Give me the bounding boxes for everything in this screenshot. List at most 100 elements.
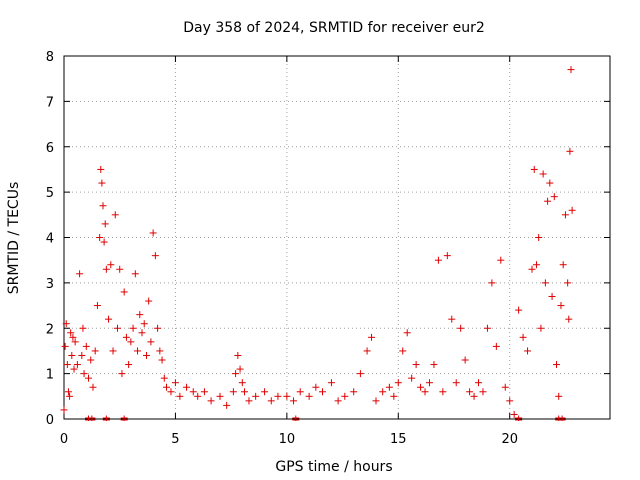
data-point bbox=[142, 351, 150, 359]
data-point bbox=[555, 392, 563, 400]
data-point bbox=[171, 379, 179, 387]
y-tick-label: 7 bbox=[46, 95, 54, 110]
data-point bbox=[102, 415, 110, 421]
data-point bbox=[100, 238, 108, 246]
data-point bbox=[519, 333, 527, 341]
data-point bbox=[553, 361, 561, 369]
data-point bbox=[160, 374, 168, 382]
data-point bbox=[532, 261, 540, 269]
data-point bbox=[425, 379, 433, 387]
data-point bbox=[430, 361, 438, 369]
x-tick-label: 10 bbox=[279, 432, 296, 447]
data-point bbox=[537, 324, 545, 332]
data-point bbox=[372, 397, 380, 405]
data-point bbox=[312, 383, 320, 391]
data-point bbox=[274, 392, 282, 400]
data-point bbox=[147, 338, 155, 346]
data-point bbox=[163, 383, 171, 391]
data-point bbox=[524, 347, 532, 355]
data-point bbox=[145, 297, 153, 305]
data-point bbox=[70, 365, 78, 373]
data-point bbox=[566, 147, 574, 155]
data-point bbox=[443, 252, 451, 260]
data-point bbox=[207, 397, 215, 405]
data-points bbox=[60, 66, 576, 421]
data-point bbox=[559, 261, 567, 269]
data-point bbox=[62, 320, 70, 328]
data-point bbox=[136, 311, 144, 319]
x-tick-label: 15 bbox=[390, 432, 407, 447]
data-point bbox=[129, 324, 137, 332]
data-point bbox=[334, 397, 342, 405]
data-point bbox=[232, 370, 240, 378]
data-point bbox=[528, 265, 536, 273]
data-point bbox=[506, 397, 514, 405]
data-point bbox=[290, 397, 298, 405]
data-point bbox=[261, 388, 269, 396]
data-point bbox=[292, 415, 300, 421]
data-point bbox=[76, 270, 84, 278]
data-point bbox=[151, 252, 159, 260]
data-point bbox=[461, 356, 469, 364]
data-point bbox=[79, 324, 87, 332]
data-point bbox=[189, 388, 197, 396]
data-point bbox=[564, 279, 572, 287]
data-point bbox=[515, 306, 523, 314]
data-point bbox=[229, 388, 237, 396]
y-axis-label: SRMTID / TECUs bbox=[6, 182, 22, 295]
data-point bbox=[501, 383, 509, 391]
data-point bbox=[120, 415, 128, 421]
x-tick-label: 20 bbox=[501, 432, 518, 447]
data-point bbox=[350, 388, 358, 396]
x-tick-label: 5 bbox=[171, 432, 179, 447]
data-point bbox=[60, 406, 68, 414]
data-point bbox=[296, 388, 304, 396]
data-point bbox=[515, 415, 523, 421]
data-point bbox=[368, 333, 376, 341]
x-tick-label: 0 bbox=[60, 432, 68, 447]
data-point bbox=[561, 211, 569, 219]
data-point bbox=[140, 320, 148, 328]
data-point bbox=[546, 179, 554, 187]
data-point bbox=[452, 379, 460, 387]
data-point bbox=[479, 388, 487, 396]
data-point bbox=[241, 388, 249, 396]
data-point bbox=[488, 279, 496, 287]
data-point bbox=[66, 392, 74, 400]
data-point bbox=[245, 397, 253, 405]
y-tick-label: 8 bbox=[46, 50, 54, 65]
data-point bbox=[97, 165, 105, 173]
data-point bbox=[69, 333, 77, 341]
data-point bbox=[541, 279, 549, 287]
data-point bbox=[238, 379, 246, 387]
data-point bbox=[127, 338, 135, 346]
data-point bbox=[421, 388, 429, 396]
data-point bbox=[156, 347, 164, 355]
data-point bbox=[138, 329, 146, 337]
y-tick-label: 5 bbox=[46, 186, 54, 201]
data-point bbox=[78, 351, 86, 359]
data-point bbox=[236, 365, 244, 373]
data-point bbox=[385, 383, 393, 391]
data-point bbox=[417, 383, 425, 391]
data-point bbox=[510, 410, 518, 418]
data-point bbox=[89, 383, 97, 391]
data-point bbox=[67, 329, 75, 337]
data-point bbox=[154, 324, 162, 332]
data-point bbox=[71, 338, 79, 346]
data-point bbox=[167, 388, 175, 396]
data-point bbox=[158, 356, 166, 364]
data-point bbox=[403, 329, 411, 337]
y-tick-label: 3 bbox=[46, 277, 54, 292]
data-point bbox=[327, 379, 335, 387]
data-point bbox=[544, 197, 552, 205]
data-point bbox=[565, 315, 573, 323]
data-point bbox=[118, 370, 126, 378]
data-point bbox=[492, 342, 500, 350]
data-point bbox=[93, 302, 101, 310]
data-point bbox=[64, 388, 72, 396]
data-point bbox=[457, 324, 465, 332]
data-point bbox=[80, 370, 88, 378]
data-point bbox=[539, 170, 547, 178]
data-point bbox=[341, 392, 349, 400]
